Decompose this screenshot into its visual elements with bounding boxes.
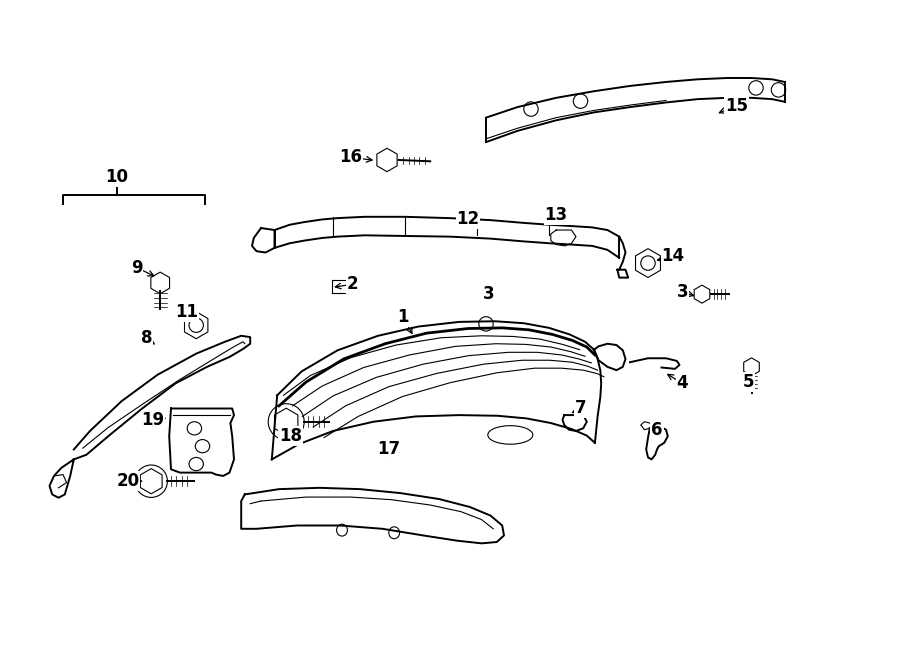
Polygon shape	[74, 336, 250, 459]
Polygon shape	[551, 230, 576, 246]
Polygon shape	[169, 408, 234, 476]
Text: 16: 16	[339, 148, 363, 167]
Polygon shape	[562, 415, 587, 431]
Text: 11: 11	[175, 303, 198, 321]
Text: 7: 7	[575, 399, 586, 418]
Text: 1: 1	[398, 308, 409, 327]
Text: 5: 5	[743, 373, 754, 391]
Text: 19: 19	[141, 410, 165, 429]
Polygon shape	[641, 422, 653, 430]
Polygon shape	[252, 228, 274, 253]
Text: 2: 2	[347, 275, 358, 293]
Text: 3: 3	[483, 285, 494, 303]
Polygon shape	[630, 358, 680, 369]
Text: 14: 14	[662, 247, 685, 266]
Text: 10: 10	[105, 168, 129, 186]
Text: 17: 17	[377, 440, 400, 459]
Text: 6: 6	[652, 420, 662, 439]
Polygon shape	[594, 344, 625, 370]
Polygon shape	[617, 270, 628, 278]
Text: 3: 3	[677, 283, 688, 301]
Polygon shape	[646, 426, 668, 459]
Text: 4: 4	[677, 374, 688, 393]
Text: 18: 18	[279, 427, 302, 446]
Text: 20: 20	[116, 472, 140, 490]
Polygon shape	[241, 488, 504, 543]
Text: 9: 9	[131, 258, 142, 277]
Text: 15: 15	[724, 97, 748, 115]
Text: 13: 13	[544, 206, 568, 224]
Text: 8: 8	[141, 329, 152, 348]
Polygon shape	[50, 459, 74, 498]
Text: 12: 12	[456, 210, 480, 229]
